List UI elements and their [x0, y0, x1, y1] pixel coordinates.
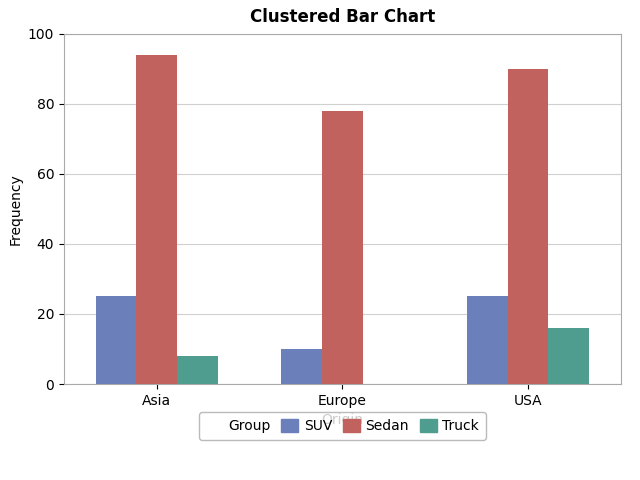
Bar — [508, 69, 548, 384]
Bar — [136, 55, 177, 384]
Legend: Group, SUV, Sedan, Truck: Group, SUV, Sedan, Truck — [199, 412, 486, 440]
Bar — [322, 111, 363, 384]
Y-axis label: Frequency: Frequency — [8, 173, 22, 245]
Bar — [467, 296, 508, 384]
Bar — [281, 349, 322, 384]
X-axis label: Origin: Origin — [321, 413, 364, 427]
Bar — [95, 296, 136, 384]
Bar — [548, 328, 589, 384]
Bar — [177, 356, 218, 384]
Title: Clustered Bar Chart: Clustered Bar Chart — [250, 9, 435, 26]
